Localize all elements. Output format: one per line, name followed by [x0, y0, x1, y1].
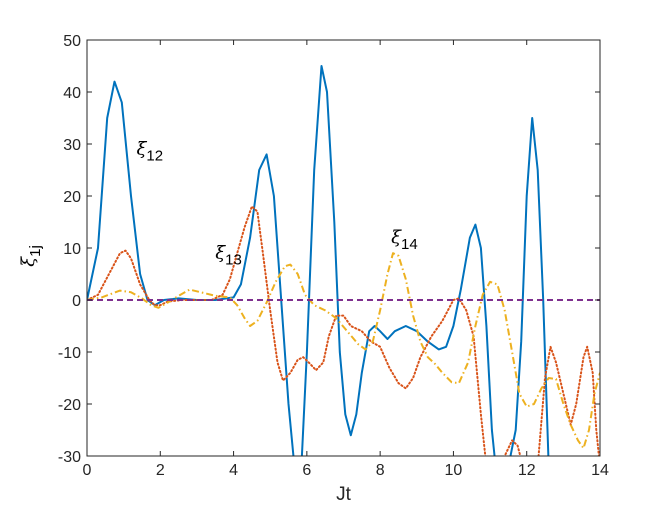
series-line-xi12 — [87, 65, 550, 456]
y-axis-label: ξ1j — [18, 245, 44, 267]
annotation-sub: 12 — [146, 147, 163, 164]
annotation-base: ξ — [215, 242, 226, 263]
annotation-sub: 14 — [401, 236, 418, 253]
x-tick-label: 0 — [83, 462, 92, 479]
x-tick-label: 10 — [445, 462, 463, 479]
x-tick-label: 12 — [518, 462, 536, 479]
y-tick-label: -30 — [58, 449, 81, 466]
y-tick-label: 0 — [72, 293, 81, 310]
annotation-sub: 13 — [225, 251, 242, 268]
y-tick-label: 30 — [63, 137, 81, 154]
y-tick-label: -10 — [58, 345, 81, 362]
y-axis-label-sub: 1j — [27, 245, 44, 257]
series-line-xi14 — [87, 252, 600, 450]
tick-layer: 0 2 4 6 8 10 12 14 -30 -20 -10 0 10 20 30 40 50 — [58, 33, 609, 479]
series-layer — [87, 65, 600, 456]
x-tick-label: 8 — [376, 462, 385, 479]
y-tick-label: 40 — [63, 85, 81, 102]
x-tick-label: 2 — [156, 462, 165, 479]
annotation-xi-13: ξ13 — [215, 242, 242, 268]
y-tick-label: 10 — [63, 241, 81, 258]
x-tick-label: 6 — [302, 462, 311, 479]
x-tick-label: 14 — [591, 462, 609, 479]
y-axis-label-base: ξ — [18, 256, 39, 267]
annotation-xi-12: ξ12 — [136, 138, 163, 164]
annotation-xi-14: ξ14 — [391, 227, 418, 253]
annotation-base: ξ — [391, 227, 402, 248]
y-tick-label: 20 — [63, 189, 81, 206]
y-tick-label: 50 — [63, 33, 81, 50]
annotation-base: ξ — [136, 138, 147, 159]
x-axis-label: Jt — [336, 484, 352, 505]
x-tick-label: 4 — [229, 462, 238, 479]
y-tick-label: -20 — [58, 397, 81, 414]
